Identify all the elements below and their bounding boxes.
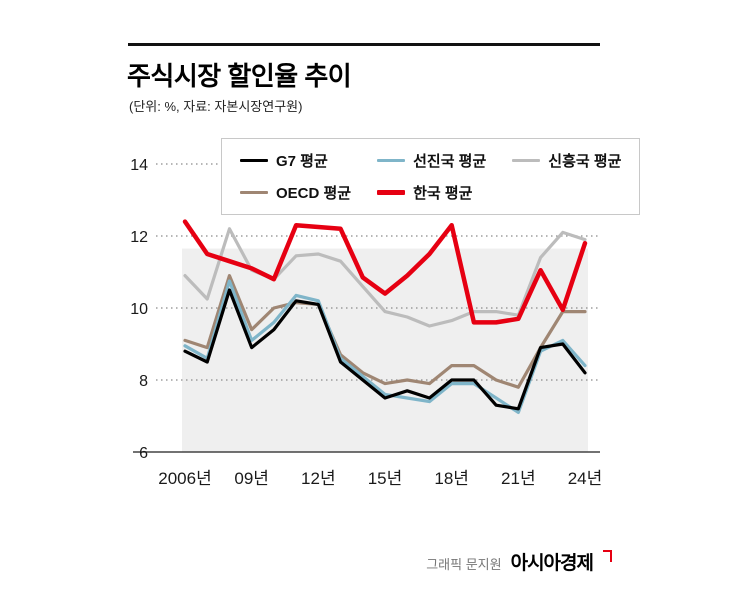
series-line-korea-average <box>182 219 588 325</box>
x-axis-label: 12년 <box>301 469 336 488</box>
legend-item-emerging-average: 신흥국 평균 <box>512 150 621 171</box>
x-axis-label: 2006년 <box>158 469 211 488</box>
y-axis-label: 12 <box>130 229 148 246</box>
legend-item-oecd-average: OECD 평균 <box>240 182 351 203</box>
x-axis-label: 18년 <box>434 469 469 488</box>
chart-legend: G7 평균 선진국 평균 신흥국 평균 OECD 평균 한국 평균 <box>221 138 641 215</box>
graphic-credit: 그래픽 문지원 <box>426 557 502 572</box>
legend-swatch-korea-average <box>377 190 406 195</box>
legend-item-g7-average: G7 평균 <box>240 150 351 171</box>
legend-item-korea-average: 한국 평균 <box>377 182 486 203</box>
legend-label: G7 평균 <box>276 153 328 170</box>
x-axis-label: 21년 <box>501 469 536 488</box>
legend-swatch-oecd-average <box>240 190 268 195</box>
x-axis-label: 15년 <box>368 469 403 488</box>
brand-logo-mark <box>603 550 612 562</box>
legend-label: OECD 평균 <box>276 185 352 202</box>
legend-label: 한국 평균 <box>413 185 473 202</box>
plot-background <box>182 248 588 452</box>
credit-line: 그래픽 문지원 아시아경제 <box>426 548 612 575</box>
x-axis-label: 09년 <box>234 469 269 488</box>
y-axis-label: 10 <box>130 301 148 318</box>
brand-logo: 아시아경제 <box>510 553 594 574</box>
chart-subtitle: (단위: %, 자료: 자본시장연구원) <box>129 99 303 114</box>
series-line-g7-average <box>183 288 587 411</box>
legend-swatch-developed-average <box>377 158 406 163</box>
legend-label: 신흥국 평균 <box>548 153 622 170</box>
legend-label: 선진국 평균 <box>413 153 487 170</box>
legend-item-developed-average: 선진국 평균 <box>377 150 486 171</box>
page-title: 주식시장 할인율 추이 <box>127 61 352 91</box>
legend-swatch-g7-average <box>240 158 268 163</box>
y-axis-label: 6 <box>139 445 148 462</box>
title-rule <box>128 43 600 46</box>
series-line-oecd-average <box>183 274 587 389</box>
series-line-developed-average <box>183 279 587 414</box>
x-axis-label: 24년 <box>568 469 603 488</box>
y-axis-label: 14 <box>130 157 148 174</box>
y-axis-label: 8 <box>139 373 148 390</box>
legend-swatch-emerging-average <box>512 158 541 163</box>
